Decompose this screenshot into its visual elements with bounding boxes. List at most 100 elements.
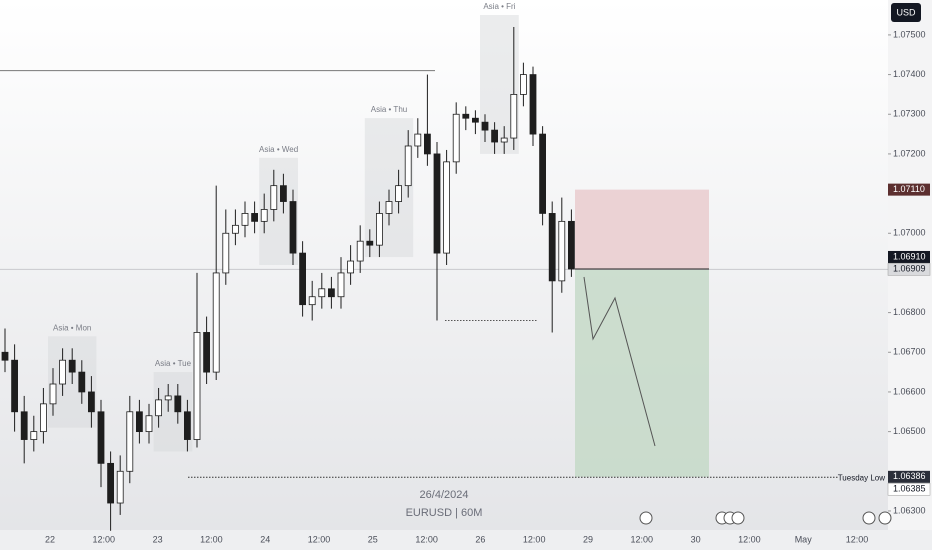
candle-body [203, 332, 211, 373]
y-tick-label: 1.07400 [893, 69, 926, 79]
price-badge-label: 1.06386 [893, 471, 926, 481]
candle-body [270, 185, 278, 210]
icon [639, 511, 653, 525]
candle-body [375, 213, 383, 246]
icon [731, 511, 745, 525]
candle-body [347, 260, 355, 274]
session-label: Asia • Mon [53, 323, 91, 332]
candle-body [126, 411, 134, 472]
candle-body [30, 431, 38, 440]
session-box [364, 118, 414, 258]
symbol-label: EURUSD | 60M [406, 507, 483, 519]
candle-body [289, 201, 297, 254]
candle-body [548, 213, 556, 282]
y-tick-label: 1.06600 [893, 386, 926, 396]
y-tick-label: 1.06800 [893, 307, 926, 317]
x-tick-label: 23 [153, 534, 163, 544]
price-badge-label: 1.06910 [893, 251, 926, 261]
y-tick-label: 1.07200 [893, 148, 926, 158]
x-tick-label: 24 [260, 534, 270, 544]
x-tick-label: 12:00 [308, 534, 331, 544]
price-badge-label: 1.06385 [893, 484, 926, 494]
candle-body [20, 411, 28, 440]
candle-body [212, 272, 220, 373]
x-tick-label: 12:00 [93, 534, 116, 544]
candle-body [366, 240, 374, 246]
candle-body [88, 391, 95, 413]
candle-body [299, 252, 307, 306]
candle-body [520, 74, 527, 95]
candle-body [155, 399, 163, 417]
candle-body [395, 185, 403, 202]
candle-body [337, 272, 345, 298]
x-tick-label: May [795, 534, 813, 544]
candle-body [193, 332, 201, 440]
candle-body [260, 209, 268, 222]
candle-body [558, 220, 566, 282]
candle-body [423, 133, 431, 155]
y-tick-label: 1.06700 [893, 347, 926, 357]
y-tick-label: 1.07000 [893, 228, 926, 238]
candle-body [568, 220, 575, 270]
session-label: Asia • Thu [371, 105, 407, 114]
candle-body [97, 411, 105, 464]
candle-body [327, 288, 335, 298]
x-tick-label: 22 [45, 534, 55, 544]
x-tick-label: 30 [691, 534, 701, 544]
price-badge [888, 250, 930, 263]
candle-body [241, 213, 249, 226]
price-badge [888, 183, 930, 196]
session-label: Asia • Wed [259, 145, 298, 154]
price-badge-label: 1.06909 [893, 264, 926, 274]
y-tick-label: 1.07300 [893, 109, 926, 119]
candle-body [510, 94, 518, 139]
candle-body [174, 395, 182, 413]
candle-body [318, 288, 326, 298]
price-badge [888, 470, 930, 483]
x-tick-label: 26 [475, 534, 485, 544]
session-label: Asia • Fri [483, 2, 515, 11]
icon [878, 511, 892, 525]
x-tick-label: 12:00 [738, 534, 761, 544]
candle-body [222, 232, 230, 274]
y-tick-label: 1.06500 [893, 426, 926, 436]
candle-body [164, 395, 172, 401]
candle-body [59, 359, 66, 385]
candle-body [539, 133, 546, 214]
candle-body [183, 411, 191, 440]
icon [862, 511, 876, 525]
candle-body [251, 213, 259, 222]
candle-body [116, 470, 124, 504]
x-tick-label: 12:00 [415, 534, 438, 544]
candle-body [1, 351, 9, 361]
candle-body [78, 371, 86, 393]
candle-body [145, 415, 153, 433]
candle-body [443, 161, 451, 254]
candle-body [135, 411, 143, 433]
y-tick-label: 1.07500 [893, 29, 926, 39]
stop-zone [575, 189, 709, 269]
price-badge [887, 263, 931, 276]
target-zone [575, 268, 709, 477]
candle-body [452, 113, 460, 163]
projection-path [583, 276, 656, 447]
tuesday-low-label: Tuesday Low [838, 473, 886, 482]
candle-body [404, 145, 412, 187]
candle-body [356, 240, 364, 262]
candle-body [11, 359, 19, 413]
candle-body [49, 383, 57, 405]
x-tick-label: 25 [368, 534, 378, 544]
time-axis-bg [0, 530, 932, 550]
x-tick-label: 12:00 [523, 534, 546, 544]
x-tick-label: 12:00 [846, 534, 869, 544]
session-label: Asia • Tue [155, 359, 192, 368]
candle-body [40, 403, 47, 433]
price-badge-label: 1.07110 [893, 184, 925, 194]
candle-body [279, 185, 287, 202]
candle-body [414, 133, 422, 147]
candle-body [107, 462, 114, 504]
currency-button[interactable] [891, 3, 921, 22]
date-label: 26/4/2024 [420, 489, 469, 501]
currency-label[interactable]: USD [896, 7, 916, 17]
